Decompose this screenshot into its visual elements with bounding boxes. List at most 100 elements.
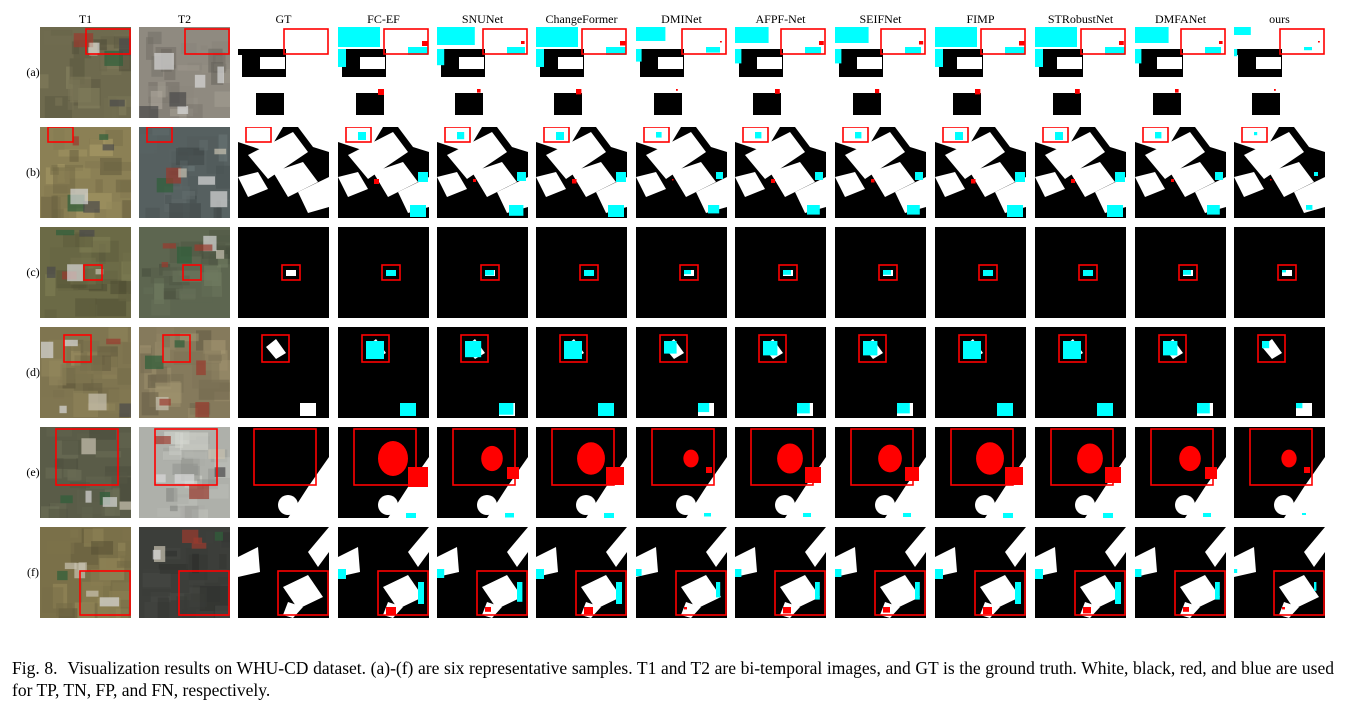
- tile-b-fc-ef: [338, 127, 429, 218]
- tile-c-seifnet: [835, 227, 926, 318]
- figure-number: Fig. 8.: [12, 658, 58, 678]
- tile-a-dminet: [636, 27, 727, 118]
- tile-e-ours: [1234, 427, 1325, 518]
- column-header-ours: ours: [1269, 12, 1290, 26]
- tile-f-dmfanet: [1135, 527, 1226, 618]
- tile-a-fc-ef: [338, 27, 429, 118]
- tile-e-t1: [40, 427, 131, 518]
- tile-b-t1: [40, 127, 131, 218]
- tile-a-snunet: [437, 27, 528, 118]
- tile-c-dmfanet: [1135, 227, 1226, 318]
- tile-c-t1: [40, 227, 131, 318]
- tile-e-seifnet: [835, 427, 926, 518]
- tile-c-afpf-net: [735, 227, 826, 318]
- figure-grid: T1 T2 GT FC-EF SNUNet ChangeFormer DMINet AFPF-…: [26, 12, 1325, 618]
- tile-d-ours: [1234, 327, 1325, 418]
- tile-b-ours: [1234, 127, 1325, 218]
- tile-a-ours: [1234, 27, 1325, 118]
- tile-d-changeformer: [536, 327, 627, 418]
- tile-d-strobustnet: [1035, 327, 1126, 418]
- tile-a-t1: [40, 27, 131, 118]
- tile-d-dminet: [636, 327, 727, 418]
- tile-a-dmfanet: [1135, 27, 1226, 118]
- tile-f-seifnet: [835, 527, 926, 618]
- tile-b-changeformer: [536, 127, 627, 218]
- tile-b-t2: [139, 127, 230, 218]
- tile-b-afpf-net: [735, 127, 826, 218]
- tile-b-fimp: [935, 127, 1026, 218]
- tile-e-dmfanet: [1135, 427, 1226, 518]
- row-label-b: (b): [26, 164, 40, 179]
- tile-c-changeformer: [536, 227, 627, 318]
- tile-b-strobustnet: [1035, 127, 1126, 218]
- tile-d-dmfanet: [1135, 327, 1226, 418]
- tile-f-afpf-net: [735, 527, 826, 618]
- tile-f-fimp: [935, 527, 1026, 618]
- tile-a-t2: [139, 27, 230, 118]
- tile-c-fc-ef: [338, 227, 429, 318]
- tile-e-fc-ef: [338, 427, 429, 518]
- tile-e-t2: [139, 427, 230, 518]
- row-label-d: (d): [26, 364, 40, 379]
- tile-b-seifnet: [835, 127, 926, 218]
- column-header-seifnet: SEIFNet: [859, 12, 902, 26]
- tile-a-changeformer: [536, 27, 627, 118]
- tile-d-snunet: [437, 327, 528, 418]
- row-label-e: (e): [26, 464, 40, 479]
- tile-c-gt: [238, 227, 329, 318]
- tile-c-fimp: [935, 227, 1026, 318]
- tile-b-gt: [238, 127, 329, 218]
- column-header-afpf-net: AFPF-Net: [755, 12, 806, 26]
- tile-d-t2: [139, 327, 230, 418]
- tile-e-fimp: [935, 427, 1026, 518]
- tile-f-gt: [238, 527, 329, 618]
- tile-f-snunet: [437, 527, 528, 618]
- tile-b-dmfanet: [1135, 127, 1226, 218]
- tile-a-strobustnet: [1035, 27, 1126, 118]
- tile-d-fc-ef: [338, 327, 429, 418]
- tile-e-strobustnet: [1035, 427, 1126, 518]
- tile-b-dminet: [636, 127, 727, 218]
- tile-d-gt: [238, 327, 329, 418]
- column-header-t1: T1: [78, 12, 93, 26]
- row-label-a: (a): [26, 64, 40, 79]
- tile-a-afpf-net: [735, 27, 826, 118]
- tile-e-dminet: [636, 427, 727, 518]
- tile-f-fc-ef: [338, 527, 429, 618]
- tile-b-snunet: [437, 127, 528, 218]
- tile-a-gt: [238, 27, 329, 118]
- column-header-changeformer: ChangeFormer: [545, 12, 618, 26]
- tile-f-ours: [1234, 527, 1325, 618]
- tile-d-seifnet: [835, 327, 926, 418]
- tile-f-changeformer: [536, 527, 627, 618]
- tile-f-strobustnet: [1035, 527, 1126, 618]
- tile-d-t1: [40, 327, 131, 418]
- column-header-t2: T2: [177, 12, 192, 26]
- tile-c-dminet: [636, 227, 727, 318]
- column-header-gt: GT: [275, 12, 292, 26]
- row-label-f: (f): [27, 564, 39, 579]
- column-header-snunet: SNUNet: [461, 12, 504, 26]
- tile-a-fimp: [935, 27, 1026, 118]
- tile-c-snunet: [437, 227, 528, 318]
- figure-caption: Fig. 8. Visualization results on WHU-CD d…: [12, 657, 1334, 701]
- tile-c-strobustnet: [1035, 227, 1126, 318]
- column-header-dmfanet: DMFANet: [1154, 12, 1207, 26]
- column-header-fimp: FIMP: [966, 12, 995, 26]
- tile-d-fimp: [935, 327, 1026, 418]
- row-label-c: (c): [26, 264, 40, 279]
- tile-a-seifnet: [835, 27, 926, 118]
- tile-f-dminet: [636, 527, 727, 618]
- tile-c-t2: [139, 227, 230, 318]
- tile-d-afpf-net: [735, 327, 826, 418]
- tile-e-afpf-net: [735, 427, 826, 518]
- tile-e-changeformer: [536, 427, 627, 518]
- tile-f-t2: [139, 527, 230, 618]
- column-header-strobustnet: STRobustNet: [1047, 12, 1114, 26]
- tile-c-ours: [1234, 227, 1325, 318]
- column-header-fc-ef: FC-EF: [367, 12, 400, 26]
- column-header-dminet: DMINet: [661, 12, 702, 26]
- tile-f-t1: [40, 527, 131, 618]
- tile-e-snunet: [437, 427, 528, 518]
- tile-e-gt: [238, 427, 329, 518]
